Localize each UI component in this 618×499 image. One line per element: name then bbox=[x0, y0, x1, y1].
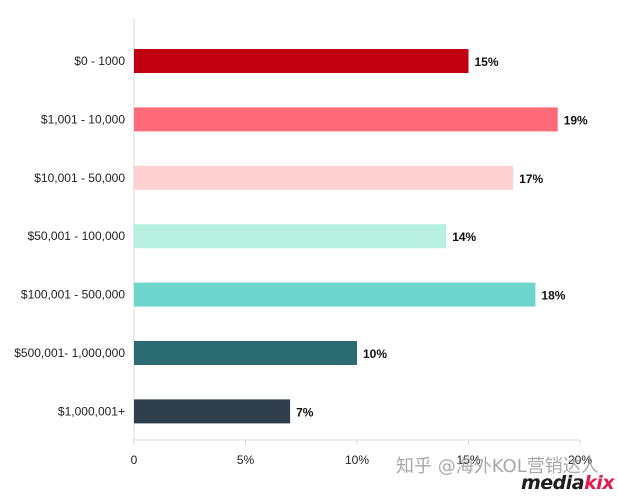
bar-4 bbox=[134, 224, 447, 249]
bar-5 bbox=[134, 282, 536, 307]
x-tick-label-2: 5% bbox=[237, 453, 255, 467]
value-label-3: 17% bbox=[519, 172, 543, 186]
x-tick-label-5: 20% bbox=[568, 453, 592, 467]
category-label-5: $100,001 - 500,000 bbox=[21, 288, 125, 302]
value-label-7: 7% bbox=[296, 405, 314, 419]
category-label-4: $50,001 - 100,000 bbox=[28, 229, 126, 243]
category-label-3: $10,001 - 50,000 bbox=[34, 171, 125, 185]
watermark-text: 知乎 @海外KOL营销达人 bbox=[396, 456, 599, 477]
category-label-2: $1,001 - 10,000 bbox=[41, 112, 125, 126]
value-label-6: 10% bbox=[363, 347, 387, 361]
value-label-4: 14% bbox=[452, 230, 476, 244]
bar-3 bbox=[134, 165, 514, 190]
bar-6 bbox=[134, 341, 357, 365]
bar-1 bbox=[134, 49, 469, 73]
x-tick-label-4: 15% bbox=[456, 453, 480, 467]
mediakix-logo: mediakix bbox=[521, 472, 615, 494]
value-label-1: 15% bbox=[475, 55, 499, 69]
value-label-2: 19% bbox=[564, 113, 588, 127]
logo-part-media: media bbox=[521, 472, 585, 494]
category-label-1: $0 - 1000 bbox=[74, 54, 125, 68]
category-label-7: $1,000,001+ bbox=[58, 404, 125, 418]
x-tick-label-1: 0 bbox=[131, 453, 138, 467]
bar-2 bbox=[134, 107, 558, 132]
value-label-5: 18% bbox=[541, 289, 565, 303]
x-tick-label-3: 10% bbox=[345, 453, 369, 467]
logo-part-kix: kix bbox=[584, 472, 615, 494]
bar-7 bbox=[134, 399, 291, 424]
category-label-6: $500,001- 1,000,000 bbox=[14, 346, 125, 360]
